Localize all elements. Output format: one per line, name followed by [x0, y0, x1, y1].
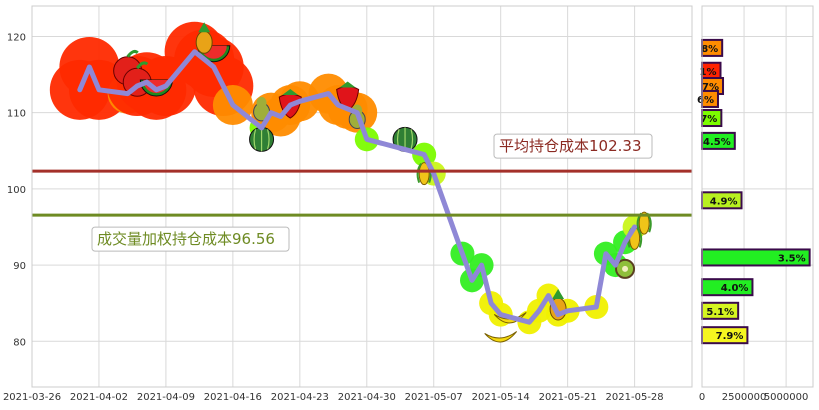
annotation-layer: 平均持仓成本102.33 成交量加权持仓成本96.56	[91, 133, 653, 252]
volume-bar-label: 3.5%	[778, 253, 806, 264]
volume-bar-label: 5.1%	[706, 307, 734, 318]
volume-bar-label: 7%	[702, 82, 719, 93]
kiwi-icon	[615, 258, 636, 279]
side-x-tick-label: 2500000	[722, 392, 767, 403]
x-tick-label: 2021-03-26	[3, 392, 61, 403]
volume-profile-bars: 8% 1% 7% 6% 7% 4.5% 4.9% 3.5% 4.0% 5.1% 7.9%	[697, 38, 811, 345]
reference-lines	[32, 169, 692, 217]
x-tick-label: 2021-05-21	[539, 392, 597, 403]
vwap-cost-label: 成交量加权持仓成本96.56	[97, 230, 275, 248]
y-tick-label: 120	[7, 32, 26, 43]
x-tick-label: 2021-04-30	[338, 392, 396, 403]
corn-icon	[636, 211, 652, 235]
volume-bar-label: 7%	[700, 114, 717, 125]
avg-cost-label-box	[493, 133, 653, 159]
main-plot-frame	[31, 5, 693, 388]
banana-icon	[484, 331, 518, 343]
x-tick-label: 2021-04-16	[204, 392, 262, 403]
x-tick-label: 2021-04-02	[70, 392, 128, 403]
x-tick-label: 2021-05-07	[405, 392, 463, 403]
volume-bar-label: 1%	[700, 67, 717, 78]
pineapple-icon	[195, 22, 213, 54]
volume-bar-label: 4.5%	[703, 137, 731, 148]
side-x-tick-label: 0	[699, 392, 705, 403]
volume-bar-label: 4.0%	[721, 283, 749, 294]
x-tick-label: 2021-04-23	[271, 392, 329, 403]
side-plot-frame	[701, 5, 814, 388]
y-tick-label: 80	[13, 337, 26, 348]
y-tick-label: 90	[13, 261, 26, 272]
x-tick-label: 2021-04-09	[137, 392, 195, 403]
side-x-tick-label: 5000000	[764, 392, 809, 403]
y-tick-label: 100	[7, 185, 26, 196]
price-line-layer	[77, 49, 638, 325]
volume-bar-label: 7.9%	[716, 331, 744, 342]
vwap-cost-label-box	[91, 226, 290, 252]
banana-icon	[493, 312, 527, 324]
volume-bar-label: 4.9%	[710, 196, 738, 207]
y-tick-label: 110	[7, 109, 26, 120]
x-tick-label: 2021-05-14	[472, 392, 530, 403]
axes-frame	[31, 5, 814, 388]
melon-icon	[249, 126, 275, 152]
volume-bar-label: 8%	[701, 44, 718, 55]
price-line	[77, 49, 638, 325]
volume-bar-label: 6%	[697, 95, 714, 106]
x-tick-label: 2021-05-28	[606, 392, 664, 403]
avg-cost-label: 平均持仓成本102.33	[499, 137, 642, 155]
